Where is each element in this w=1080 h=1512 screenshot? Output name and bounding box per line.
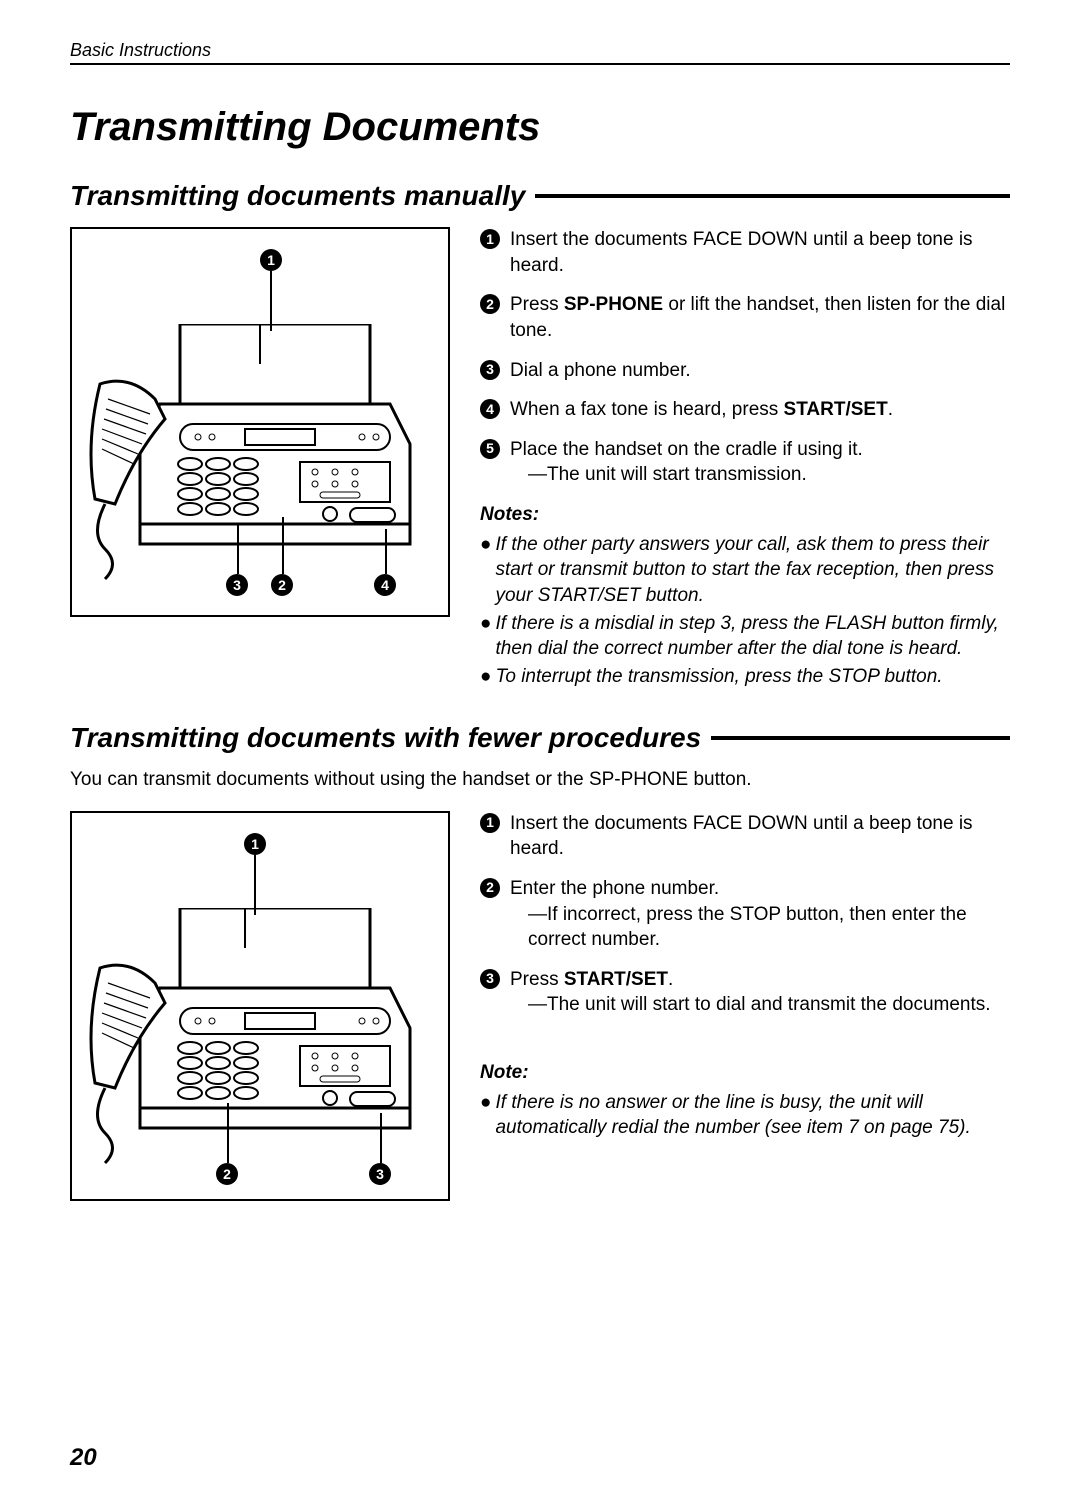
note-item: ●If there is no answer or the line is bu… [480, 1090, 1010, 1141]
callout-line [237, 524, 239, 574]
section1-body: 1 [70, 227, 1010, 692]
section2-steps: 1 Insert the documents FACE DOWN until a… [480, 811, 1010, 1143]
section2-rule [711, 736, 1010, 740]
t: —The unit will start to dial and transmi… [510, 992, 1010, 1018]
step-text: Insert the documents FACE DOWN until a b… [510, 811, 1010, 862]
main-title: Transmitting Documents [70, 105, 1010, 150]
step-text: Insert the documents FACE DOWN until a b… [510, 227, 1010, 278]
notes-heading: Notes: [480, 502, 1010, 528]
callout-3-icon: 3 [369, 1163, 391, 1185]
step-text: Dial a phone number. [510, 358, 1010, 384]
bullet-icon: ● [480, 1090, 491, 1141]
step: 4 When a fax tone is heard, press START/… [480, 397, 1010, 423]
section1-rule [535, 194, 1010, 198]
callout-4-icon: 4 [374, 574, 396, 596]
callout-line [282, 517, 284, 574]
note-text: To interrupt the transmission, press the… [495, 664, 942, 690]
step-number-icon: 1 [480, 813, 500, 833]
t: Enter the phone number. [510, 878, 719, 899]
t: Press [510, 969, 564, 990]
bullet-icon: ● [480, 532, 491, 609]
note-item: ●If the other party answers your call, a… [480, 532, 1010, 609]
fax-illustration-1: 1 [70, 227, 450, 617]
page-number: 20 [70, 1444, 97, 1472]
step: 3 Dial a phone number. [480, 358, 1010, 384]
step-number-icon: 3 [480, 360, 500, 380]
t: . [668, 969, 673, 990]
header-label: Basic Instructions [70, 40, 211, 60]
notes-heading: Note: [480, 1060, 1010, 1086]
step-text: When a fax tone is heard, press START/SE… [510, 397, 1010, 423]
step: 1 Insert the documents FACE DOWN until a… [480, 227, 1010, 278]
header: Basic Instructions [70, 40, 1010, 65]
fax-illustration-2: 1 [70, 811, 450, 1201]
step: 1 Insert the documents FACE DOWN until a… [480, 811, 1010, 862]
note-text: If the other party answers your call, as… [495, 532, 1010, 609]
page: Basic Instructions Transmitting Document… [0, 0, 1080, 1512]
section2-title: Transmitting documents with fewer proced… [70, 722, 711, 754]
bullet-icon: ● [480, 611, 491, 662]
section2-heading: Transmitting documents with fewer proced… [70, 722, 1010, 754]
step: 2 Enter the phone number. —If incorrect, … [480, 876, 1010, 953]
t: SP-PHONE [564, 294, 663, 315]
section1-heading: Transmitting documents manually [70, 180, 1010, 212]
t: When a fax tone is heard, press [510, 399, 784, 420]
step-number-icon: 5 [480, 439, 500, 459]
step-text: Place the handset on the cradle if using… [510, 437, 1010, 488]
callout-line [227, 1103, 229, 1163]
callout-line [270, 271, 272, 331]
step-number-icon: 4 [480, 399, 500, 419]
callout-line [380, 1113, 382, 1163]
callout-1-icon: 1 [244, 833, 266, 855]
callout-line [385, 529, 387, 574]
t: Place the handset on the cradle if using… [510, 439, 863, 460]
note-text: If there is no answer or the line is bus… [495, 1090, 1010, 1141]
step-number-icon: 2 [480, 878, 500, 898]
section1-steps: 1 Insert the documents FACE DOWN until a… [480, 227, 1010, 692]
fax-machine-icon [80, 908, 440, 1188]
callout-2-icon: 2 [216, 1163, 238, 1185]
step: 2 Press SP-PHONE or lift the handset, th… [480, 292, 1010, 343]
t: START/SET [564, 969, 668, 990]
section2-body: 1 [70, 811, 1010, 1201]
section1-title: Transmitting documents manually [70, 180, 535, 212]
step-number-icon: 3 [480, 969, 500, 989]
note-item: ●To interrupt the transmission, press th… [480, 664, 1010, 690]
step: 5 Place the handset on the cradle if usi… [480, 437, 1010, 488]
t: —If incorrect, press the STOP button, th… [510, 902, 1010, 953]
callout-line [254, 855, 256, 915]
step-text: Enter the phone number. —If incorrect, pr… [510, 876, 1010, 953]
note-text: If there is a misdial in step 3, press t… [495, 611, 1010, 662]
step: 3 Press START/SET.—The unit will start t… [480, 967, 1010, 1018]
step-number-icon: 1 [480, 229, 500, 249]
step-text: Press START/SET.—The unit will start to … [510, 967, 1010, 1018]
step-text: Press SP-PHONE or lift the handset, then… [510, 292, 1010, 343]
t: . [888, 399, 893, 420]
t: Press [510, 294, 564, 315]
bullet-icon: ● [480, 664, 491, 690]
note-item: ●If there is a misdial in step 3, press … [480, 611, 1010, 662]
section2-intro: You can transmit documents without using… [70, 769, 1010, 791]
t: —The unit will start transmission. [510, 462, 1010, 488]
callout-1-icon: 1 [260, 249, 282, 271]
t: START/SET [784, 399, 888, 420]
callout-2-icon: 2 [271, 574, 293, 596]
callout-3-icon: 3 [226, 574, 248, 596]
step-number-icon: 2 [480, 294, 500, 314]
